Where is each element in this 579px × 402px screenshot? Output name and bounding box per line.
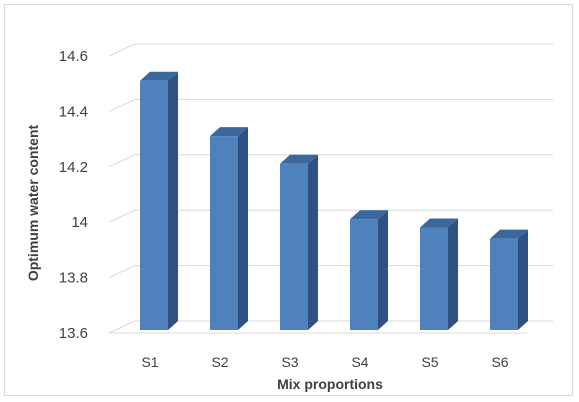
bar-top	[420, 218, 458, 228]
bar-front	[210, 136, 238, 330]
bar-S2	[210, 127, 248, 330]
bar-S6	[490, 229, 528, 330]
bar-side	[448, 218, 458, 330]
bar-side	[308, 154, 318, 330]
gridline-wall	[108, 209, 136, 223]
bar-side	[168, 71, 178, 330]
bar-top	[280, 154, 318, 164]
bar-S1	[140, 71, 178, 330]
bar-S4	[350, 210, 388, 330]
gridline-wall	[108, 43, 136, 57]
bar-top	[140, 71, 178, 81]
y-axis-ticks: 13.6 13.8 14 14.2 14.4 14.6	[59, 48, 88, 342]
bar-S3	[280, 154, 318, 330]
x-tick-label: S1	[141, 354, 158, 370]
y-tick-label: 13.6	[59, 325, 88, 342]
bar-front	[420, 227, 448, 330]
gridline-wall	[108, 98, 136, 112]
y-tick-label: 13.8	[59, 270, 88, 287]
bar-front	[350, 219, 378, 330]
x-tick-label: S3	[281, 354, 298, 370]
bar-side	[238, 127, 248, 330]
bar-side	[518, 229, 528, 330]
bar-top	[490, 229, 528, 239]
bar-S5	[420, 218, 458, 330]
gridline-wall	[108, 320, 136, 334]
bar-front	[140, 80, 168, 330]
bar-top	[210, 127, 248, 137]
x-axis-ticks: S1 S2 S3 S4 S5 S6	[141, 354, 508, 370]
y-tick-label: 14	[71, 214, 88, 231]
bar-front	[280, 163, 308, 330]
x-tick-label: S6	[491, 354, 508, 370]
x-axis-title: Mix proportions	[277, 376, 383, 392]
y-tick-label: 14.2	[59, 159, 88, 176]
gridline-wall	[108, 265, 136, 279]
bar-front	[490, 238, 518, 330]
bars	[140, 71, 528, 330]
gridlines	[108, 43, 553, 334]
gridline-wall	[108, 154, 136, 168]
bar-top	[350, 210, 388, 220]
y-tick-label: 14.4	[59, 103, 88, 120]
x-tick-label: S5	[421, 354, 438, 370]
y-tick-label: 14.6	[59, 48, 88, 65]
bar-side	[378, 210, 388, 330]
x-tick-label: S2	[211, 354, 228, 370]
x-tick-label: S4	[351, 354, 368, 370]
y-axis-title: Optimum water content	[25, 124, 41, 281]
